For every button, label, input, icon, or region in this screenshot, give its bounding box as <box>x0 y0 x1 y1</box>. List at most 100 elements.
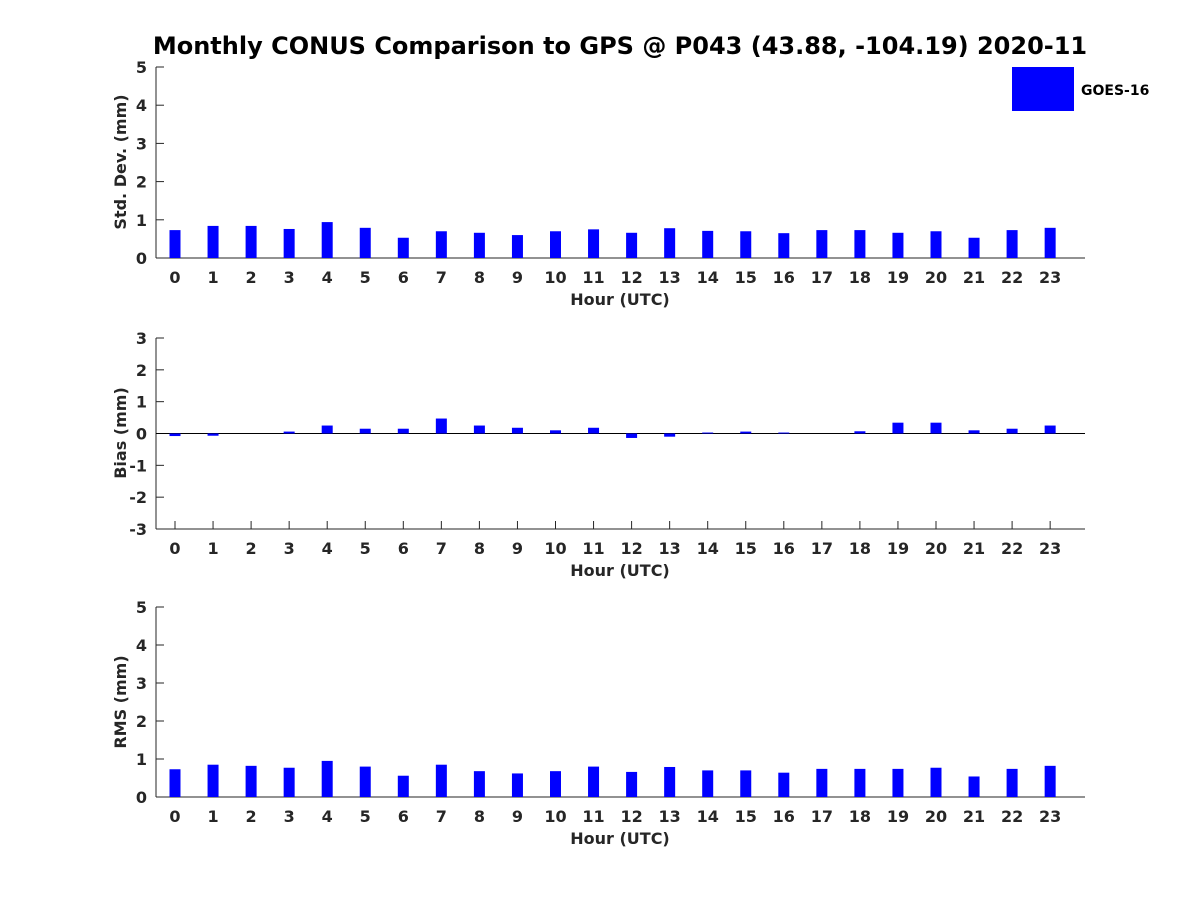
bias-bar <box>968 430 980 434</box>
std-dev-x-tick-label: 6 <box>398 268 409 287</box>
bias-bar <box>930 422 942 434</box>
rms-bar <box>930 767 942 797</box>
bias-bar <box>359 428 371 434</box>
bias-x-tick-label: 11 <box>582 539 604 558</box>
bias-bar <box>1006 428 1018 434</box>
rms-bar <box>169 769 181 797</box>
rms-ylabel: RMS (mm) <box>111 655 130 748</box>
bias-x-tick-label: 16 <box>773 539 795 558</box>
bias-x-tick-label: 1 <box>207 539 218 558</box>
std-dev-y-tick-label: 4 <box>136 96 147 115</box>
rms-bar <box>740 770 752 797</box>
rms-x-tick-label: 16 <box>773 807 795 826</box>
bias-y-tick-label: -3 <box>129 520 147 539</box>
rms-bar <box>435 764 447 797</box>
std-dev-bar <box>473 232 485 258</box>
std-dev-x-tick-label: 7 <box>436 268 447 287</box>
bias-xlabel: Hour (UTC) <box>570 561 670 580</box>
rms-y-tick-label: 3 <box>136 674 147 693</box>
bias-bar <box>321 425 333 434</box>
rms-x-tick-label: 19 <box>887 807 909 826</box>
std-dev-bar <box>778 233 790 258</box>
bias-y-tick-label: 1 <box>136 393 147 412</box>
legend: GOES-16 <box>1012 67 1149 111</box>
bias-x-tick-label: 9 <box>512 539 523 558</box>
bias-x-tick-label: 6 <box>398 539 409 558</box>
std-dev-x-tick-label: 17 <box>811 268 833 287</box>
bias-bar <box>664 433 676 437</box>
rms-bar <box>626 771 638 797</box>
rms-x-tick-label: 1 <box>207 807 218 826</box>
bias-x-tick-label: 23 <box>1039 539 1061 558</box>
bias-x-tick-label: 2 <box>246 539 257 558</box>
rms-x-tick-label: 14 <box>697 807 719 826</box>
bias-bar <box>550 430 561 434</box>
bias-bar <box>473 425 485 434</box>
bias-x-tick-label: 18 <box>849 539 871 558</box>
rms-x-tick-label: 20 <box>925 807 947 826</box>
std-dev-bar <box>169 230 181 258</box>
std-dev-bar <box>550 231 561 258</box>
rms-xlabel: Hour (UTC) <box>570 829 670 848</box>
rms-bar <box>588 766 600 797</box>
rms-x-tick-label: 15 <box>735 807 757 826</box>
std-dev-bar <box>207 225 219 258</box>
std-dev-y-tick-label: 2 <box>136 173 147 192</box>
rms-x-tick-label: 17 <box>811 807 833 826</box>
std-dev-bar <box>1006 230 1018 258</box>
std-dev-bar <box>968 237 980 258</box>
rms-bar <box>473 771 485 797</box>
std-dev-x-tick-label: 15 <box>735 268 757 287</box>
bias-x-tick-label: 17 <box>811 539 833 558</box>
bias-x-tick-label: 0 <box>169 539 180 558</box>
rms-x-tick-label: 3 <box>284 807 295 826</box>
std-dev-x-tick-label: 8 <box>474 268 485 287</box>
rms-x-tick-label: 23 <box>1039 807 1061 826</box>
rms-bar <box>702 770 714 797</box>
bias-bar <box>435 418 447 434</box>
bias-x-tick-label: 3 <box>284 539 295 558</box>
rms-x-tick-label: 7 <box>436 807 447 826</box>
rms-bar <box>397 775 409 797</box>
bias-bar <box>1044 425 1056 434</box>
rms-x-tick-label: 22 <box>1001 807 1023 826</box>
rms-x-tick-label: 5 <box>360 807 371 826</box>
std-dev-bar <box>511 235 523 258</box>
std-dev-x-tick-label: 9 <box>512 268 523 287</box>
rms-bar <box>359 766 371 797</box>
bias-x-tick-label: 20 <box>925 539 947 558</box>
rms-bar <box>968 776 980 797</box>
bias-bar <box>626 433 638 438</box>
std-dev-ylabel: Std. Dev. (mm) <box>111 94 130 229</box>
bias-x-tick-label: 8 <box>474 539 485 558</box>
bias-bar <box>397 428 409 434</box>
bias-x-tick-label: 13 <box>659 539 681 558</box>
std-dev-x-tick-label: 12 <box>620 268 642 287</box>
bias-y-tick-label: 0 <box>136 425 147 444</box>
rms-bar <box>245 765 257 797</box>
rms-bar <box>854 768 866 797</box>
bias-bar <box>207 433 219 436</box>
std-dev-bar <box>321 222 333 258</box>
bias-x-tick-label: 5 <box>360 539 371 558</box>
bias-x-tick-label: 14 <box>697 539 719 558</box>
rms-bar <box>207 764 219 797</box>
bias-x-tick-label: 19 <box>887 539 909 558</box>
bias-bar <box>169 433 181 437</box>
rms-bar <box>778 772 790 797</box>
std-dev-x-tick-label: 3 <box>284 268 295 287</box>
std-dev-x-tick-label: 22 <box>1001 268 1023 287</box>
std-dev-x-tick-label: 13 <box>659 268 681 287</box>
std-dev-bar <box>930 231 942 258</box>
bias-bar <box>511 427 523 434</box>
rms-x-tick-label: 8 <box>474 807 485 826</box>
rms-y-tick-label: 2 <box>136 712 147 731</box>
rms-y-tick-label: 5 <box>136 598 147 617</box>
std-dev-xlabel: Hour (UTC) <box>570 290 670 309</box>
std-dev-x-tick-label: 21 <box>963 268 985 287</box>
std-dev-x-tick-label: 0 <box>169 268 180 287</box>
std-dev-x-tick-label: 23 <box>1039 268 1061 287</box>
